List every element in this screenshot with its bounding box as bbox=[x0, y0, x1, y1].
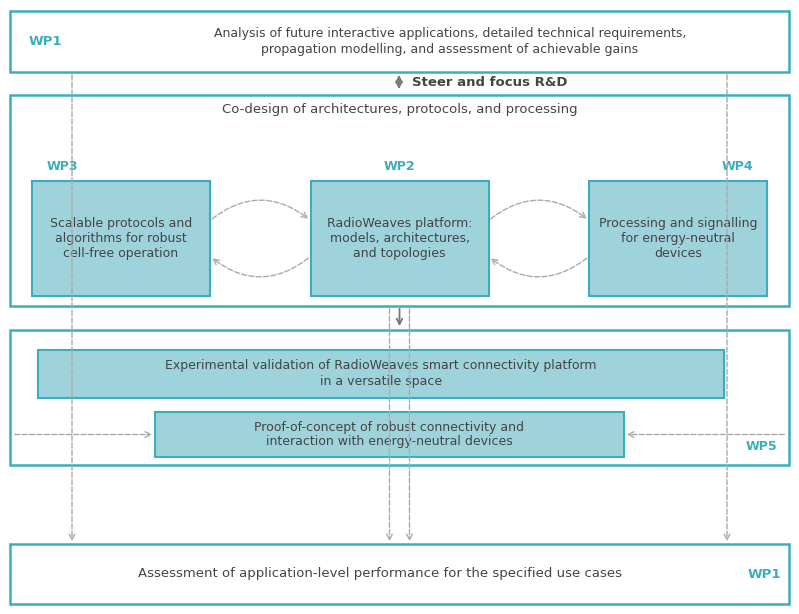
FancyBboxPatch shape bbox=[10, 544, 789, 604]
Text: Experimental validation of RadioWeaves smart connectivity platform
in a versatil: Experimental validation of RadioWeaves s… bbox=[165, 360, 597, 387]
Text: WP4: WP4 bbox=[721, 160, 753, 174]
Text: WP3: WP3 bbox=[46, 160, 78, 174]
Text: WP2: WP2 bbox=[384, 160, 415, 174]
Text: Proof-of-concept of robust connectivity and
interaction with energy-neutral devi: Proof-of-concept of robust connectivity … bbox=[255, 421, 524, 448]
Text: WP5: WP5 bbox=[745, 440, 777, 454]
Text: WP1: WP1 bbox=[747, 567, 781, 580]
FancyBboxPatch shape bbox=[10, 95, 789, 306]
Text: Processing and signalling
for energy-neutral
devices: Processing and signalling for energy-neu… bbox=[598, 217, 757, 260]
Text: Scalable protocols and
algorithms for robust
cell-free operation: Scalable protocols and algorithms for ro… bbox=[50, 217, 192, 260]
Text: WP1: WP1 bbox=[28, 35, 62, 48]
FancyBboxPatch shape bbox=[32, 181, 210, 296]
FancyBboxPatch shape bbox=[10, 11, 789, 72]
Text: Analysis of future interactive applications, detailed technical requirements,
pr: Analysis of future interactive applicati… bbox=[214, 28, 686, 55]
Text: RadioWeaves platform:
models, architectures,
and topologies: RadioWeaves platform: models, architectu… bbox=[327, 217, 472, 260]
FancyBboxPatch shape bbox=[311, 181, 488, 296]
FancyBboxPatch shape bbox=[589, 181, 767, 296]
FancyBboxPatch shape bbox=[38, 349, 724, 397]
Text: Co-design of architectures, protocols, and processing: Co-design of architectures, protocols, a… bbox=[221, 103, 578, 115]
FancyBboxPatch shape bbox=[10, 330, 789, 465]
Text: Steer and focus R&D: Steer and focus R&D bbox=[412, 77, 568, 90]
Text: Assessment of application-level performance for the specified use cases: Assessment of application-level performa… bbox=[138, 567, 622, 580]
FancyBboxPatch shape bbox=[155, 412, 624, 457]
